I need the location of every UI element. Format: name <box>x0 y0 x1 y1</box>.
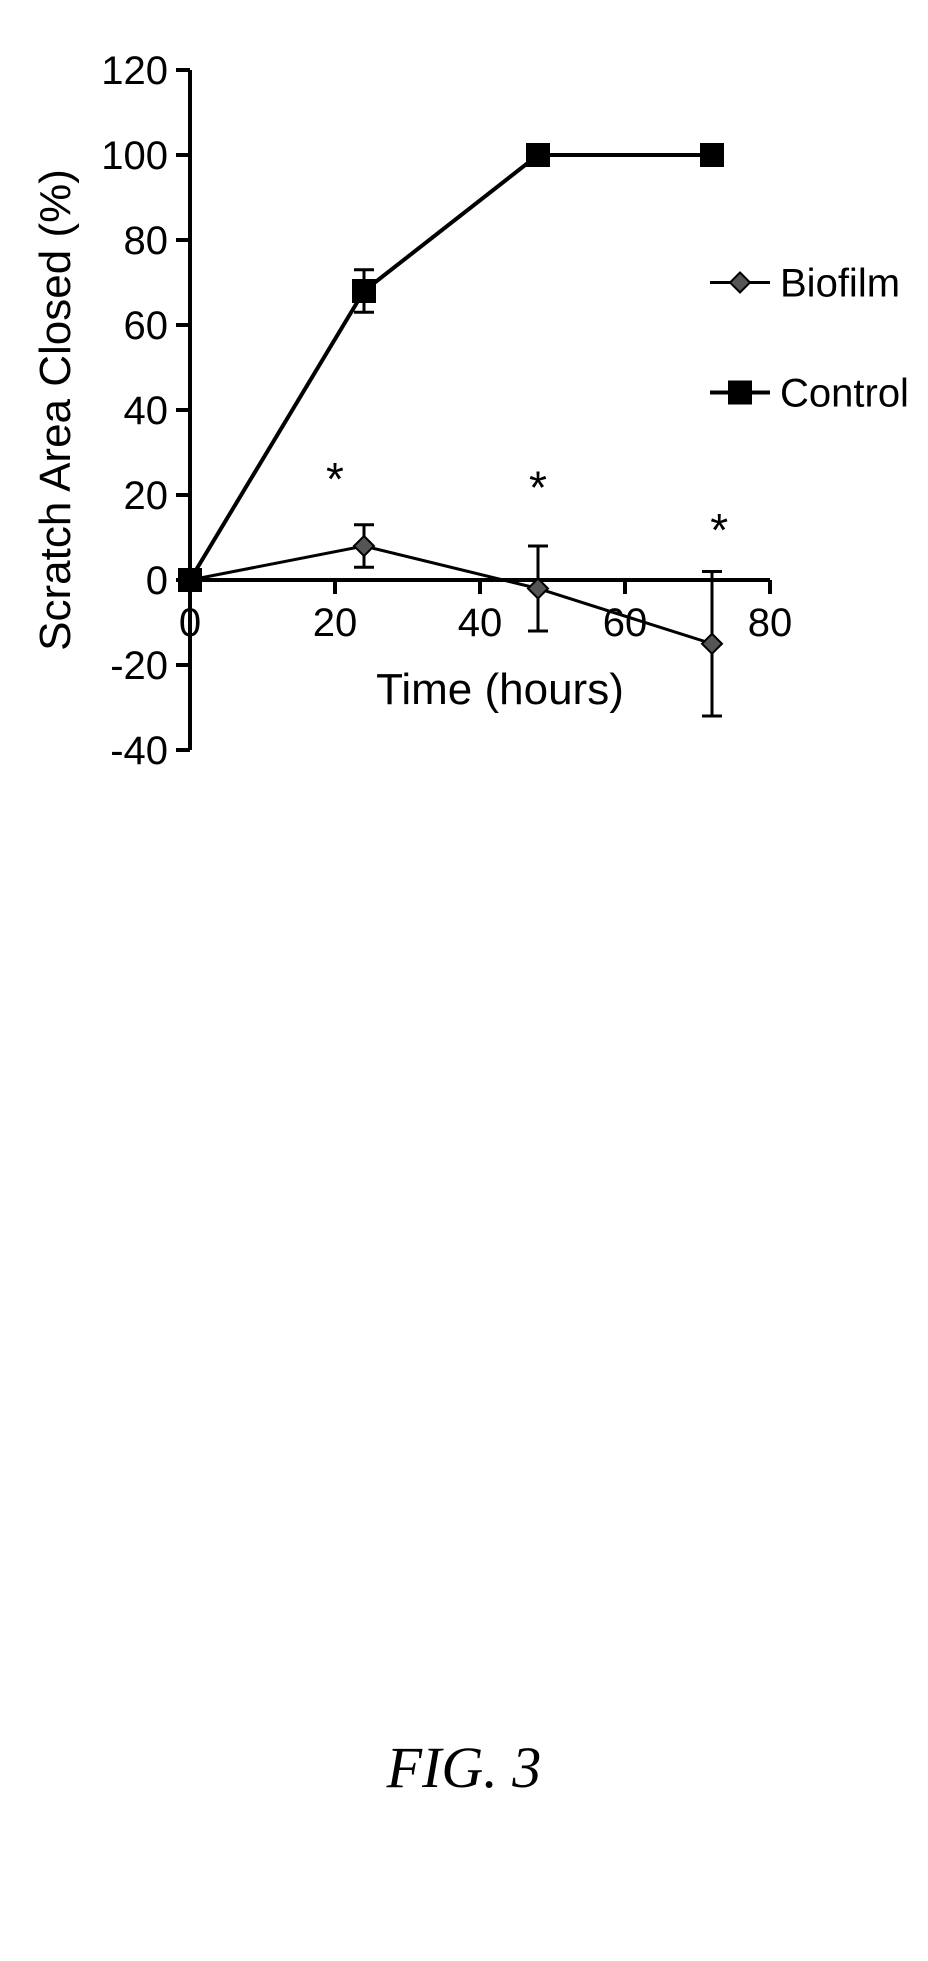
svg-text:60: 60 <box>124 304 169 348</box>
svg-text:*: * <box>710 504 728 556</box>
svg-text:80: 80 <box>124 219 169 263</box>
figure-caption: FIG. 3 <box>0 1734 928 1801</box>
svg-text:Biofilm: Biofilm <box>780 262 900 306</box>
svg-text:0: 0 <box>179 601 201 645</box>
svg-text:*: * <box>529 462 547 514</box>
svg-text:-20: -20 <box>110 644 168 688</box>
svg-text:20: 20 <box>124 474 169 518</box>
svg-text:-40: -40 <box>110 729 168 773</box>
svg-text:Scratch Area Closed (%): Scratch Area Closed (%) <box>31 169 80 651</box>
svg-text:100: 100 <box>101 134 168 178</box>
svg-text:40: 40 <box>124 389 169 433</box>
svg-text:60: 60 <box>603 601 648 645</box>
scratch-area-chart: -40-20020406080100120020406080Scratch Ar… <box>20 40 920 880</box>
svg-text:0: 0 <box>146 559 168 603</box>
svg-text:40: 40 <box>458 601 503 645</box>
svg-text:20: 20 <box>313 601 358 645</box>
svg-text:80: 80 <box>748 601 793 645</box>
svg-text:120: 120 <box>101 49 168 93</box>
svg-text:*: * <box>326 453 344 505</box>
svg-text:Control: Control <box>780 372 909 416</box>
svg-text:Time (hours): Time (hours) <box>376 665 624 714</box>
